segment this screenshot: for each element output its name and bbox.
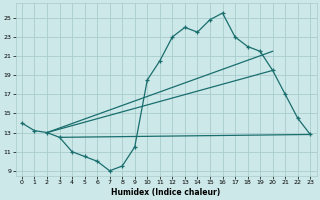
X-axis label: Humidex (Indice chaleur): Humidex (Indice chaleur) [111,188,221,197]
